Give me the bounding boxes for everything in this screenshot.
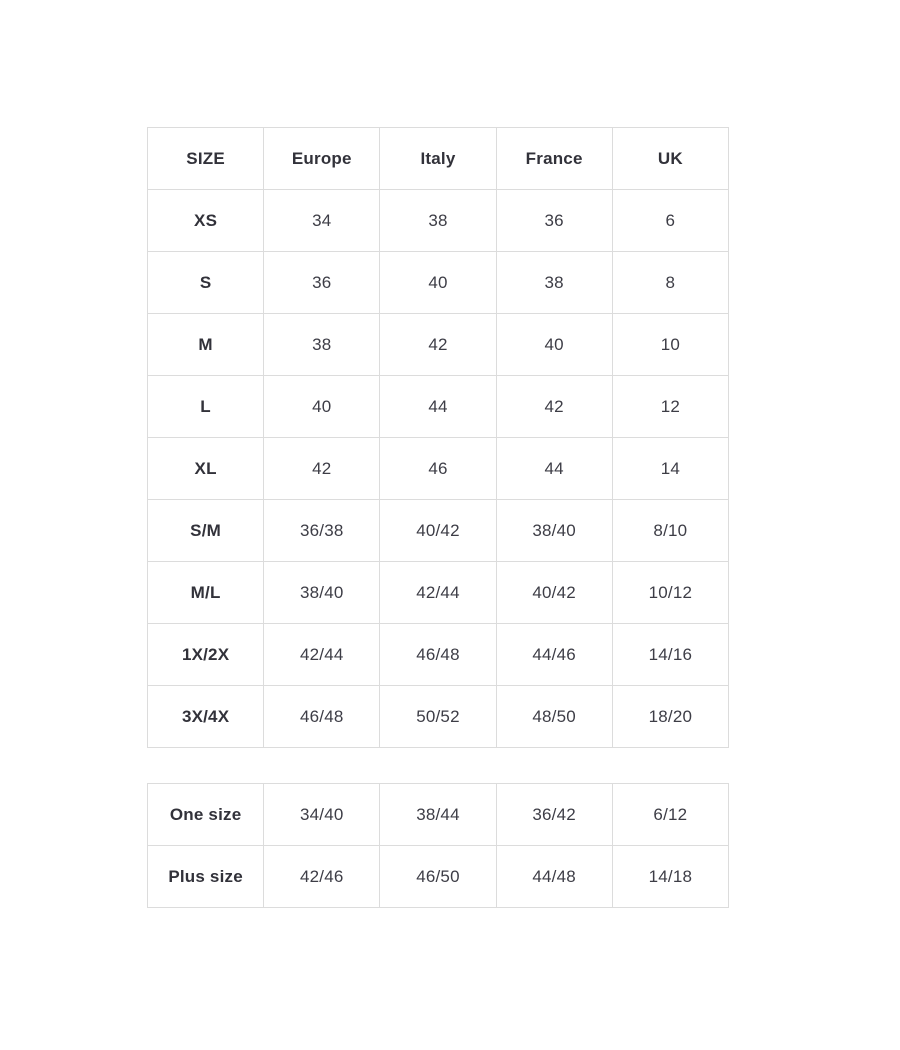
table-row-l: L 40 44 42 12 <box>146 375 730 438</box>
value-cell: 46 <box>379 437 497 500</box>
value-cell: 10/12 <box>611 561 730 624</box>
value-cell: 40 <box>379 251 497 314</box>
table-row-plus-size: Plus size 42/46 46/50 44/48 14/18 <box>146 845 730 908</box>
value-cell: 48/50 <box>495 685 613 748</box>
header-cell-size: SIZE <box>146 127 265 190</box>
header-cell-italy: Italy <box>379 127 497 190</box>
row-label-cell: M <box>146 313 265 376</box>
row-label-cell: Plus size <box>146 845 265 908</box>
value-cell: 42 <box>379 313 497 376</box>
value-cell: 44/48 <box>495 845 613 908</box>
value-cell: 6 <box>611 189 730 252</box>
header-cell-uk: UK <box>611 127 730 190</box>
value-cell: 34/40 <box>263 783 381 846</box>
value-cell: 38/40 <box>263 561 381 624</box>
value-cell: 38/44 <box>379 783 497 846</box>
header-cell-france: France <box>495 127 613 190</box>
row-label-cell: One size <box>146 783 265 846</box>
value-cell: 42 <box>263 437 381 500</box>
value-cell: 46/48 <box>379 623 497 686</box>
value-cell: 42/44 <box>379 561 497 624</box>
row-label-cell: S/M <box>146 499 265 562</box>
value-cell: 8 <box>611 251 730 314</box>
table-row-s-m: S/M 36/38 40/42 38/40 8/10 <box>146 499 730 562</box>
table-row-1x-2x: 1X/2X 42/44 46/48 44/46 14/16 <box>146 623 730 686</box>
value-cell: 40/42 <box>495 561 613 624</box>
value-cell: 40/42 <box>379 499 497 562</box>
table-row-m: M 38 42 40 10 <box>146 313 730 376</box>
value-cell: 46/48 <box>263 685 381 748</box>
value-cell: 36 <box>495 189 613 252</box>
value-cell: 10 <box>611 313 730 376</box>
row-label-cell: 1X/2X <box>146 623 265 686</box>
value-cell: 40 <box>263 375 381 438</box>
row-label-cell: 3X/4X <box>146 685 265 748</box>
value-cell: 44 <box>379 375 497 438</box>
row-label-cell: L <box>146 375 265 438</box>
value-cell: 14 <box>611 437 730 500</box>
value-cell: 12 <box>611 375 730 438</box>
value-cell: 42 <box>495 375 613 438</box>
table-row-3x-4x: 3X/4X 46/48 50/52 48/50 18/20 <box>146 685 730 748</box>
value-cell: 46/50 <box>379 845 497 908</box>
value-cell: 14/18 <box>611 845 730 908</box>
size-conversion-table: SIZE Europe Italy France UK XS 34 38 36 … <box>146 127 730 748</box>
value-cell: 42/46 <box>263 845 381 908</box>
table-row-one-size: One size 34/40 38/44 36/42 6/12 <box>146 783 730 846</box>
value-cell: 6/12 <box>611 783 730 846</box>
row-label-cell: M/L <box>146 561 265 624</box>
value-cell: 14/16 <box>611 623 730 686</box>
row-label-cell: XS <box>146 189 265 252</box>
row-label-cell: XL <box>146 437 265 500</box>
value-cell: 44/46 <box>495 623 613 686</box>
table-row-m-l: M/L 38/40 42/44 40/42 10/12 <box>146 561 730 624</box>
value-cell: 36/42 <box>495 783 613 846</box>
row-label-cell: S <box>146 251 265 314</box>
header-row: SIZE Europe Italy France UK <box>146 127 730 190</box>
size-chart: SIZE Europe Italy France UK XS 34 38 36 … <box>146 127 730 908</box>
header-cell-europe: Europe <box>263 127 381 190</box>
value-cell: 36/38 <box>263 499 381 562</box>
value-cell: 18/20 <box>611 685 730 748</box>
value-cell: 36 <box>263 251 381 314</box>
value-cell: 38 <box>263 313 381 376</box>
value-cell: 38 <box>379 189 497 252</box>
value-cell: 42/44 <box>263 623 381 686</box>
value-cell: 34 <box>263 189 381 252</box>
table-row-xl: XL 42 46 44 14 <box>146 437 730 500</box>
value-cell: 8/10 <box>611 499 730 562</box>
value-cell: 38/40 <box>495 499 613 562</box>
value-cell: 50/52 <box>379 685 497 748</box>
table-row-xs: XS 34 38 36 6 <box>146 189 730 252</box>
table-row-s: S 36 40 38 8 <box>146 251 730 314</box>
value-cell: 40 <box>495 313 613 376</box>
special-sizes-table: One size 34/40 38/44 36/42 6/12 Plus siz… <box>146 783 730 908</box>
value-cell: 38 <box>495 251 613 314</box>
value-cell: 44 <box>495 437 613 500</box>
